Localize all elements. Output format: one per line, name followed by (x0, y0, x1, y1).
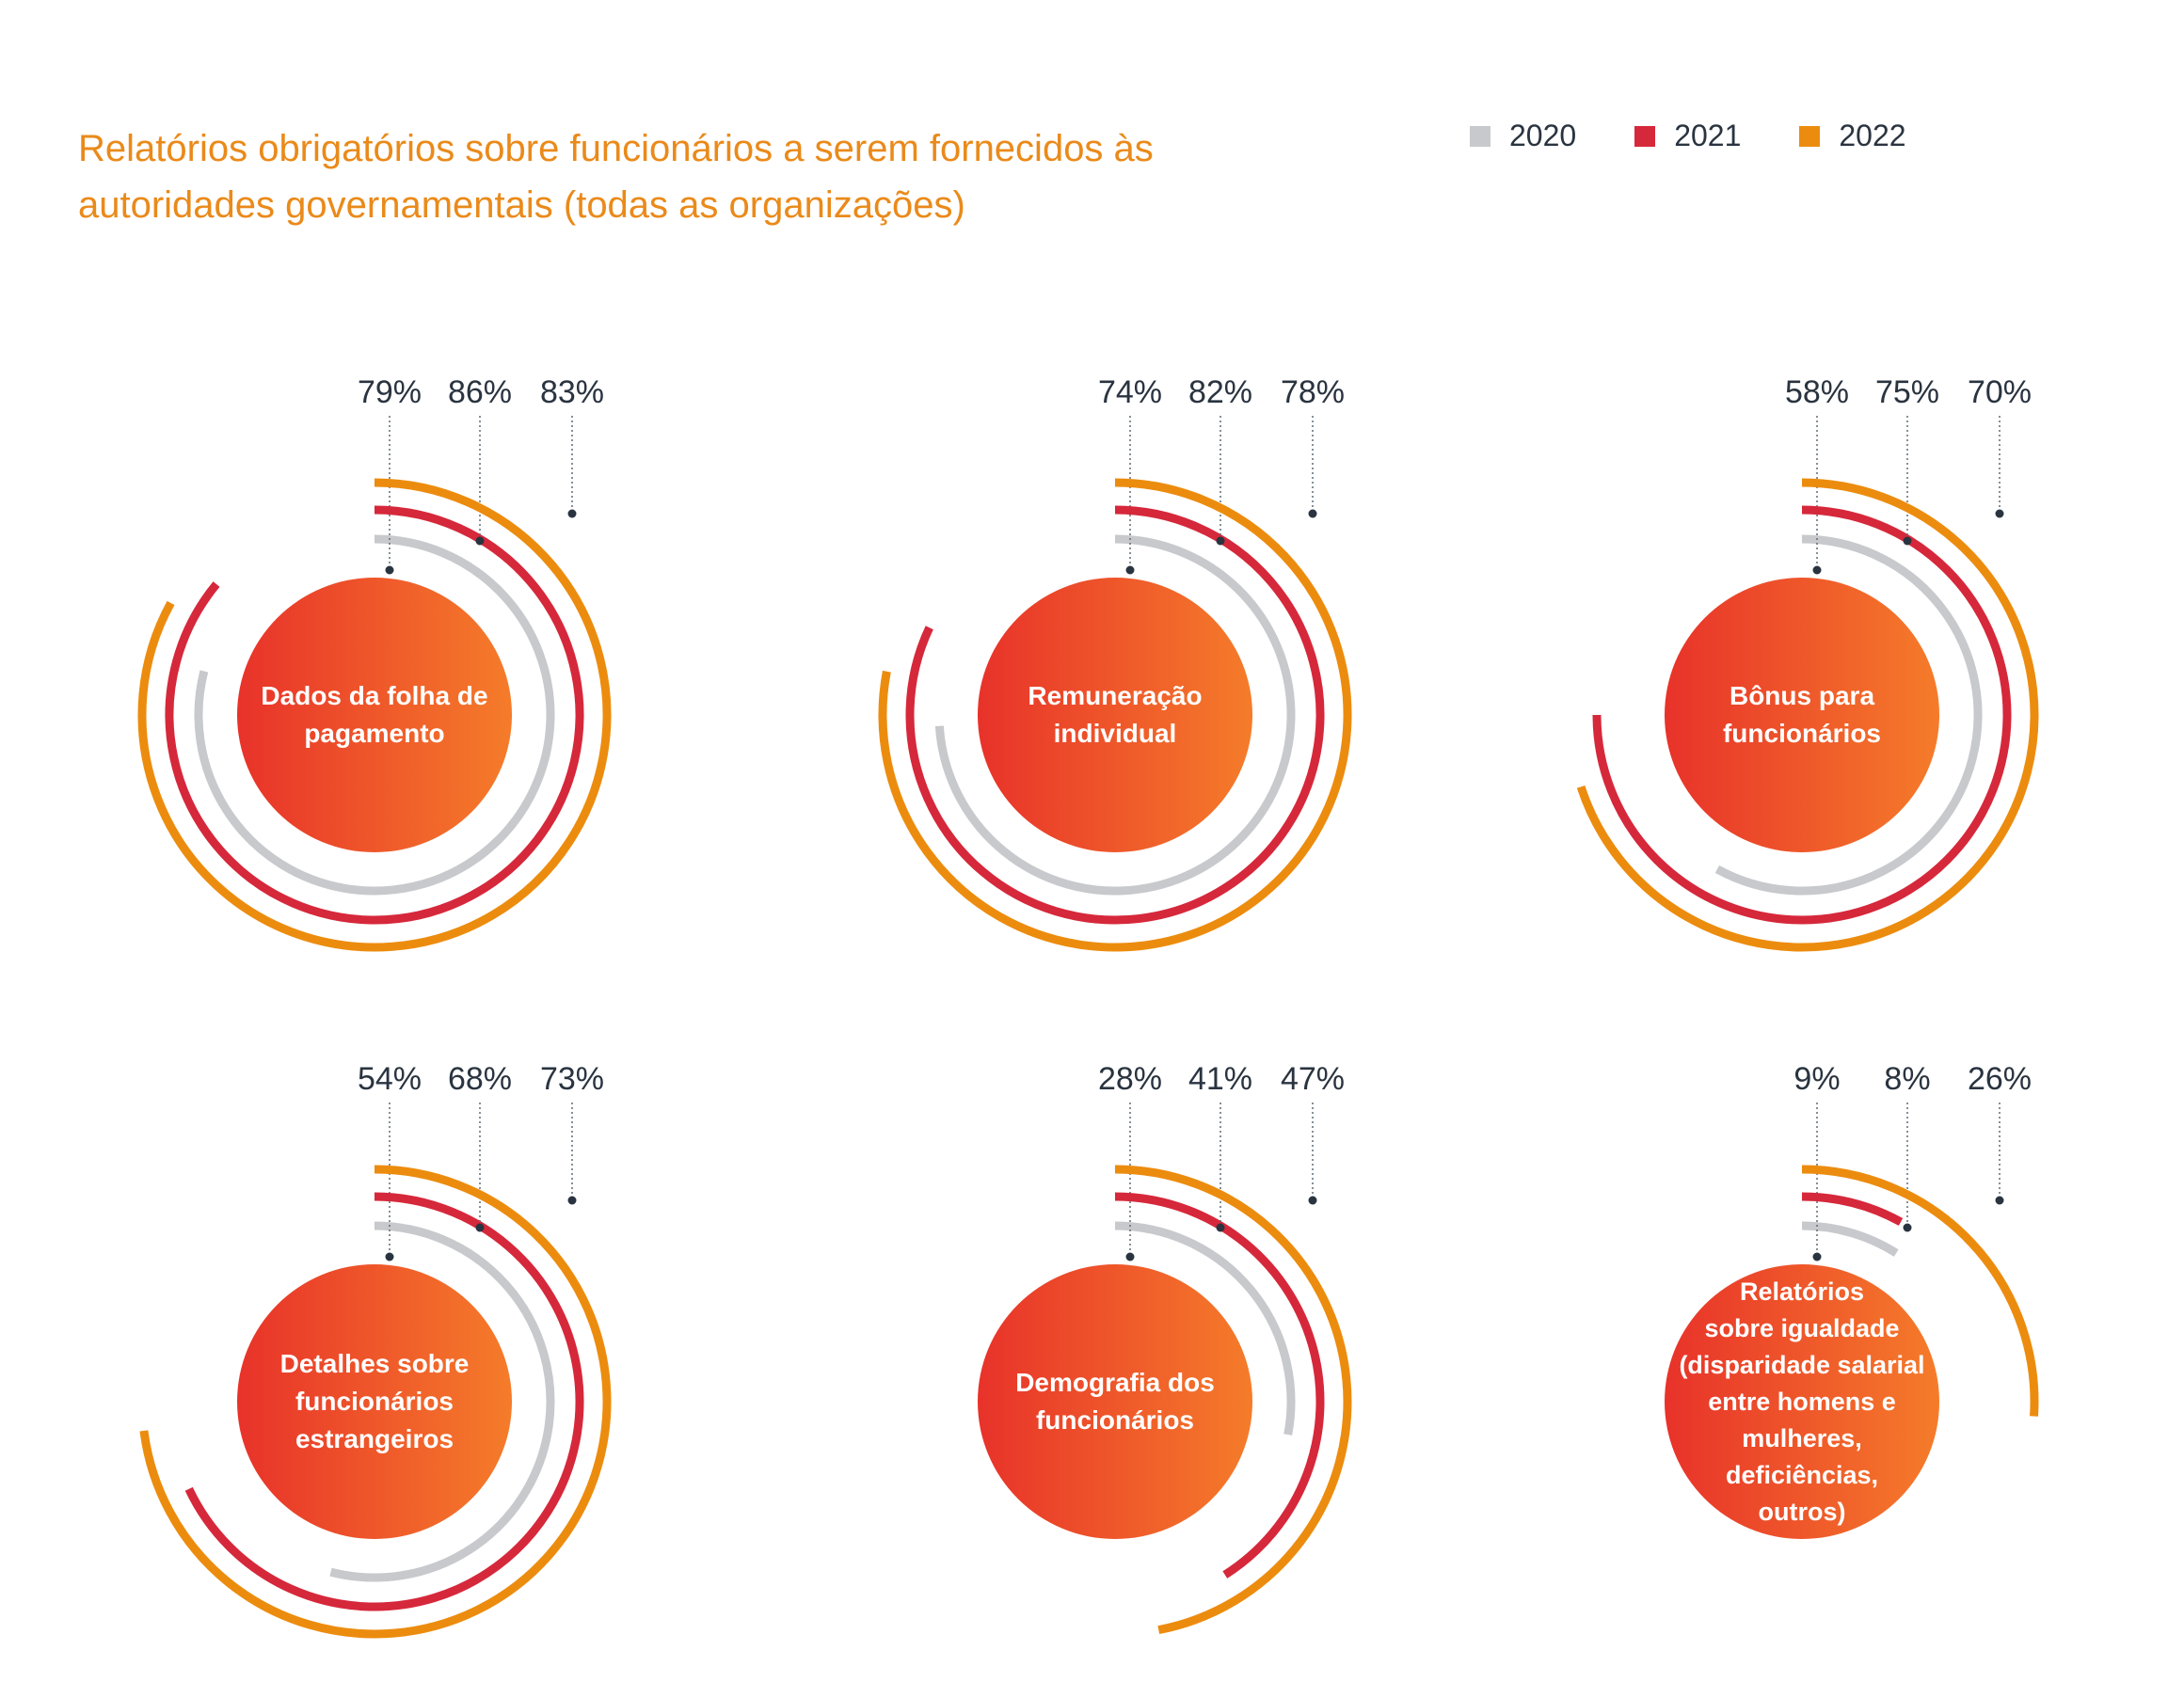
arc-2021 (905, 505, 1325, 925)
value-label-2020: 79% (358, 374, 422, 410)
value-label-2022: 78% (1281, 374, 1345, 410)
arc-2020 (329, 1221, 555, 1582)
legend-swatch-2021 (1634, 125, 1656, 147)
value-label-2021: 82% (1188, 374, 1252, 410)
radial-chart-5: Demografia dos funcionários 28% 41% 47% (978, 1061, 1352, 1635)
leader-dot (1308, 509, 1317, 518)
leader-dot (1903, 1223, 1912, 1232)
arc-2020 (1714, 534, 1983, 896)
legend-label-2020: 2020 (1509, 119, 1577, 152)
radial-chart-2: Remuneração individual 74% 82% 78% (878, 374, 1352, 952)
legend-swatch-2020 (1470, 125, 1491, 147)
center-circle (978, 1264, 1252, 1539)
legend-item-2021: 2021 (1634, 119, 1741, 153)
leader-dot (1125, 565, 1135, 575)
value-label-2020: 28% (1098, 1061, 1162, 1097)
value-label-2020: 58% (1785, 374, 1849, 410)
value-label-2022: 70% (1968, 374, 2032, 410)
arc-2020 (194, 534, 555, 896)
category-label: outros) (1759, 1498, 1846, 1526)
category-label: sobre igualdade (1704, 1314, 1899, 1342)
leader-dot (567, 509, 577, 518)
category-label: funcionários (1723, 719, 1881, 748)
category-label: pagamento (304, 719, 444, 748)
arc-2021 (1114, 1192, 1325, 1579)
leader-dot (1995, 1196, 2004, 1205)
leader-dot (385, 1252, 394, 1262)
category-label: individual (1054, 719, 1177, 748)
category-label: (disparidade salarial (1679, 1351, 1924, 1379)
leader-dot (1308, 1196, 1317, 1205)
category-label: Bônus para (1730, 681, 1874, 710)
leader-dot (475, 536, 485, 546)
value-label-2022: 26% (1968, 1061, 2032, 1097)
value-label-2020: 54% (358, 1061, 422, 1097)
legend-label-2022: 2022 (1839, 119, 1906, 152)
leader-dot (1216, 536, 1225, 546)
category-label: estrangeiros (295, 1424, 454, 1453)
arc-2022 (1576, 478, 2039, 952)
leader-dot (1125, 1252, 1135, 1262)
category-label: funcionários (1036, 1405, 1194, 1435)
arc-2021 (1592, 505, 2012, 925)
legend-item-2022: 2022 (1799, 119, 1906, 153)
value-label-2022: 47% (1281, 1061, 1345, 1097)
center-circle (1665, 578, 1939, 852)
center-circle (1665, 1264, 1939, 1539)
leader-dot (1812, 1252, 1822, 1262)
legend: 2020 2021 2022 (1470, 119, 1965, 153)
leader-dot (475, 1223, 485, 1232)
arc-2022 (1114, 1165, 1352, 1635)
category-label: Demografia dos (1015, 1368, 1215, 1397)
leader-dot (385, 565, 394, 575)
leader-dot (1995, 509, 2004, 518)
value-label-2020: 9% (1793, 1061, 1840, 1097)
arc-2022 (1801, 1165, 2039, 1417)
category-label: mulheres, (1742, 1424, 1862, 1452)
category-label: funcionários (295, 1387, 454, 1416)
category-label: deficiências, (1726, 1461, 1878, 1489)
category-label: Relatórios (1740, 1277, 1864, 1306)
arc-2021 (165, 505, 584, 925)
legend-item-2020: 2020 (1470, 119, 1576, 153)
chart-title-line-1: Relatórios obrigatórios sobre funcionári… (78, 128, 1154, 169)
radial-chart-6: Relatórios sobre igualdade (disparidade sa… (1665, 1061, 2039, 1539)
category-label: Dados da folha de (261, 681, 487, 710)
radial-chart-4: Detalhes sobre funcionários estrangeiros 54… (139, 1061, 612, 1639)
category-label: entre homens e (1708, 1388, 1896, 1416)
arc-2022 (878, 478, 1352, 952)
value-label-2020: 74% (1098, 374, 1162, 410)
leader-dot (567, 1196, 577, 1205)
chart-title: Relatórios obrigatórios sobre funcionári… (78, 120, 1301, 233)
arc-2020 (1801, 1221, 1899, 1257)
leader-dot (1903, 536, 1912, 546)
value-label-2021: 41% (1188, 1061, 1252, 1097)
category-label: Remuneração (1028, 681, 1202, 710)
arc-2022 (137, 478, 612, 952)
center-circle (978, 578, 1252, 852)
chart-title-line-2: autoridades governamentais (todas as org… (78, 184, 965, 226)
value-label-2021: 8% (1884, 1061, 1930, 1097)
center-circle (237, 578, 512, 852)
value-label-2022: 73% (540, 1061, 604, 1097)
value-label-2021: 68% (448, 1061, 512, 1097)
category-label: Detalhes sobre (280, 1349, 470, 1378)
arc-2020 (934, 534, 1296, 896)
radial-chart-1: Dados da folha de pagamento 79% 86% 83% (137, 374, 612, 952)
arc-2021 (184, 1192, 584, 1611)
legend-label-2021: 2021 (1674, 119, 1742, 152)
arc-2020 (1114, 1221, 1296, 1436)
value-label-2021: 75% (1875, 374, 1939, 410)
leader-dot (1812, 565, 1822, 575)
leader-dot (1216, 1223, 1225, 1232)
center-circle (237, 1264, 512, 1539)
arc-2021 (1801, 1192, 1904, 1226)
value-label-2021: 86% (448, 374, 512, 410)
radial-chart-3: Bônus para funcionários 58% 75% 70% (1576, 374, 2039, 952)
value-label-2022: 83% (540, 374, 604, 410)
legend-swatch-2022 (1799, 125, 1821, 147)
arc-2022 (139, 1165, 612, 1639)
